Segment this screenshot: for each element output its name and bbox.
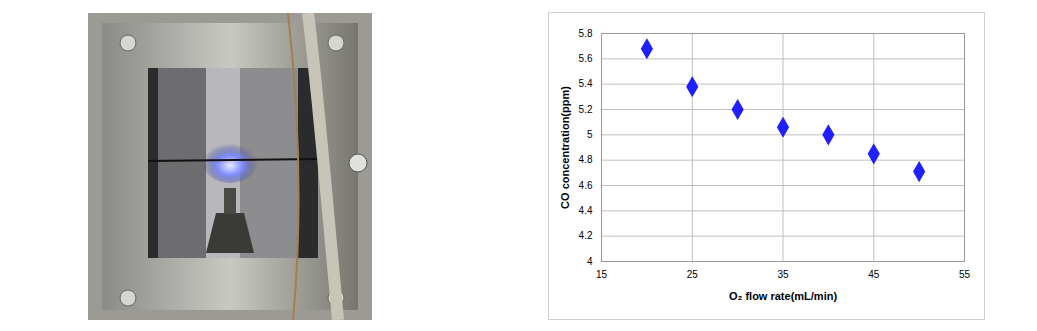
svg-text:5.2: 5.2 (579, 104, 593, 115)
svg-text:4.2: 4.2 (579, 230, 593, 241)
svg-text:4: 4 (587, 256, 593, 267)
svg-text:35: 35 (777, 269, 789, 280)
svg-text:4.6: 4.6 (579, 180, 593, 191)
svg-text:O₂ flow rate(mL/min): O₂ flow rate(mL/min) (729, 290, 838, 302)
svg-text:5: 5 (587, 129, 593, 140)
svg-text:25: 25 (687, 269, 699, 280)
svg-text:4.8: 4.8 (579, 154, 593, 165)
svg-text:55: 55 (959, 269, 971, 280)
svg-text:5.4: 5.4 (579, 78, 593, 89)
svg-text:5.8: 5.8 (579, 28, 593, 39)
svg-text:4.4: 4.4 (579, 205, 593, 216)
svg-text:45: 45 (868, 269, 880, 280)
svg-text:CO concentration(ppm): CO concentration(ppm) (559, 86, 571, 209)
svg-text:5.6: 5.6 (579, 53, 593, 64)
svg-text:15: 15 (596, 269, 608, 280)
